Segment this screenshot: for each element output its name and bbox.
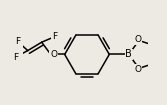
Text: F: F <box>52 32 57 41</box>
Text: F: F <box>13 53 18 62</box>
Text: O: O <box>50 50 57 59</box>
Text: O: O <box>135 65 142 74</box>
Text: F: F <box>15 37 21 46</box>
Text: O: O <box>135 35 142 44</box>
Text: B: B <box>125 49 132 59</box>
